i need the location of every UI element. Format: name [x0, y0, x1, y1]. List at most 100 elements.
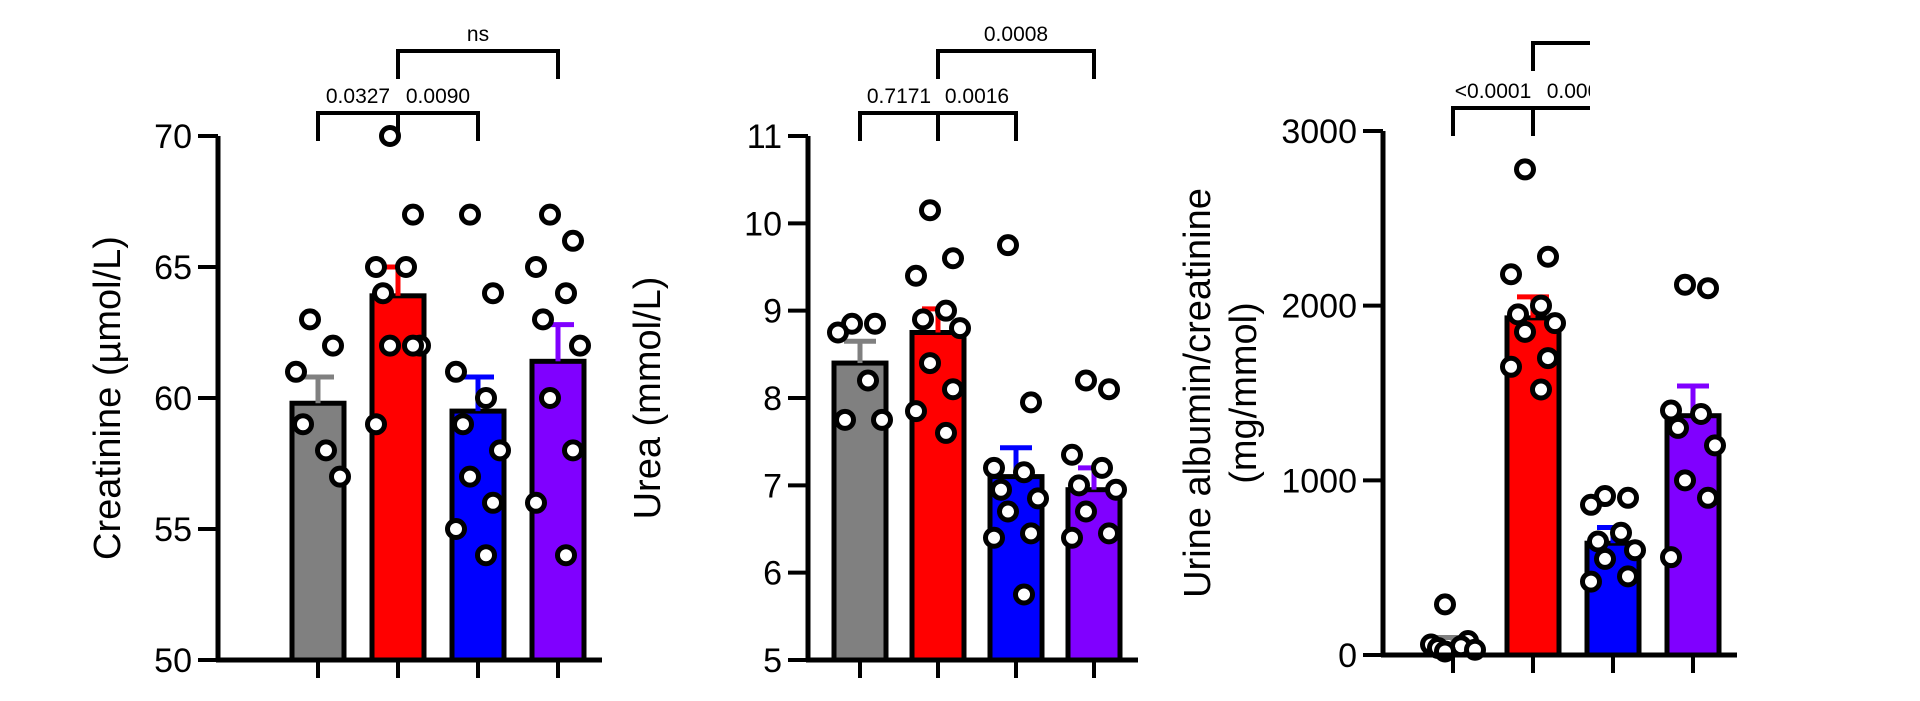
y-tick-label: 6 — [763, 555, 782, 593]
significance-group: 0.000 — [1531, 41, 1600, 136]
y-tick-label: 0 — [1338, 637, 1357, 675]
data-point — [402, 334, 424, 357]
data-point — [525, 491, 547, 514]
data-point — [1507, 303, 1529, 326]
data-point — [1098, 522, 1120, 545]
data-point — [365, 413, 387, 436]
data-point — [1594, 547, 1616, 570]
y-tick-label: 8 — [763, 380, 782, 418]
data-point — [942, 378, 964, 401]
y-axis-label: Creatinine (µmol/L) — [87, 236, 129, 560]
data-point — [1530, 378, 1552, 401]
data-point — [1013, 461, 1035, 484]
data-point — [539, 387, 561, 409]
data-point — [1105, 478, 1127, 501]
y-tick-label: 10 — [744, 205, 782, 243]
data-point — [1544, 312, 1566, 335]
data-point — [1697, 486, 1719, 509]
significance-bracket — [396, 49, 560, 79]
data-point — [292, 413, 314, 436]
data-point — [905, 400, 927, 423]
p-value-label: 0.0090 — [406, 85, 470, 108]
data-point — [555, 544, 577, 567]
data-point — [864, 312, 886, 335]
data-point — [1617, 486, 1639, 509]
y-tick-label: 70 — [154, 118, 192, 156]
data-point — [1580, 570, 1602, 593]
data-point — [555, 282, 577, 305]
data-point — [1075, 369, 1097, 392]
significance-bracket — [936, 49, 1096, 79]
data-point — [990, 478, 1012, 501]
data-point — [379, 334, 401, 357]
p-value-label: ns — [467, 23, 489, 46]
data-point — [1020, 391, 1042, 414]
data-point — [1061, 443, 1083, 466]
data-point — [329, 465, 351, 488]
data-point — [1674, 273, 1696, 296]
data-point — [569, 334, 591, 357]
bar — [831, 360, 889, 663]
data-point — [372, 282, 394, 305]
data-point — [1075, 500, 1097, 523]
bar — [289, 400, 347, 663]
data-point — [1434, 593, 1456, 616]
data-point — [299, 308, 321, 331]
data-point — [1013, 583, 1035, 606]
significance-bracket — [1451, 106, 1535, 136]
data-point — [1660, 546, 1682, 569]
data-point — [475, 387, 497, 409]
y-tick-label: 1000 — [1281, 462, 1357, 500]
significance-bracket — [1531, 106, 1590, 136]
data-point — [949, 317, 971, 340]
data-point — [1061, 526, 1083, 549]
data-point — [1514, 158, 1536, 181]
data-point — [935, 299, 957, 322]
data-point — [379, 125, 401, 147]
data-point — [1587, 530, 1609, 553]
y-tick-label: 7 — [763, 467, 782, 505]
y-axis-label: Urine albumin/creatinine — [1177, 188, 1219, 598]
data-point — [539, 203, 561, 226]
data-point — [1537, 347, 1559, 370]
data-point — [482, 282, 504, 305]
significance-bracket — [936, 111, 1018, 141]
data-point — [827, 321, 849, 344]
data-point — [1580, 493, 1602, 516]
data-point — [935, 421, 957, 444]
data-point — [322, 334, 344, 357]
y-tick-label: 60 — [154, 380, 192, 418]
data-point — [482, 491, 504, 514]
bar — [369, 293, 427, 663]
significance-bracket — [396, 111, 480, 141]
y-tick-label: 9 — [763, 293, 782, 331]
data-point — [475, 544, 497, 567]
data-point — [1068, 474, 1090, 497]
p-value-label: <0.0001 — [1455, 80, 1532, 103]
albumin-creatinine-chart: 0 1000 2000 3000 Urine albumin/creatinine (mg… — [1177, 41, 1737, 675]
y-tick-label: 50 — [154, 642, 192, 680]
y-tick-label: 55 — [154, 511, 192, 549]
urea-chart: 5 6 7 8 9 10 11 Urea (mmol/L) 0.7171 0.0016 0.0008 — [627, 23, 1138, 680]
data-point — [1690, 402, 1712, 425]
data-point — [997, 500, 1019, 523]
data-point — [459, 203, 481, 226]
data-point — [489, 439, 511, 462]
y-tick-label: 65 — [154, 249, 192, 287]
data-point — [1704, 434, 1726, 457]
data-point — [532, 308, 554, 331]
data-point — [983, 456, 1005, 479]
data-point — [445, 360, 467, 383]
data-point — [1500, 355, 1522, 378]
data-point — [871, 408, 893, 431]
significance-bracket — [1531, 41, 1590, 71]
creatinine-chart: 50 55 60 65 70 Creatinine (µmol/L) 0.0327 0.009… — [87, 23, 602, 680]
data-point — [315, 439, 337, 462]
data-point — [1674, 469, 1696, 492]
bar — [1664, 413, 1722, 658]
data-point — [1697, 277, 1719, 300]
y-axis-label: Urea (mmol/L) — [627, 277, 669, 520]
data-point — [997, 234, 1019, 257]
p-value-label: 0.000 — [1547, 80, 1600, 103]
